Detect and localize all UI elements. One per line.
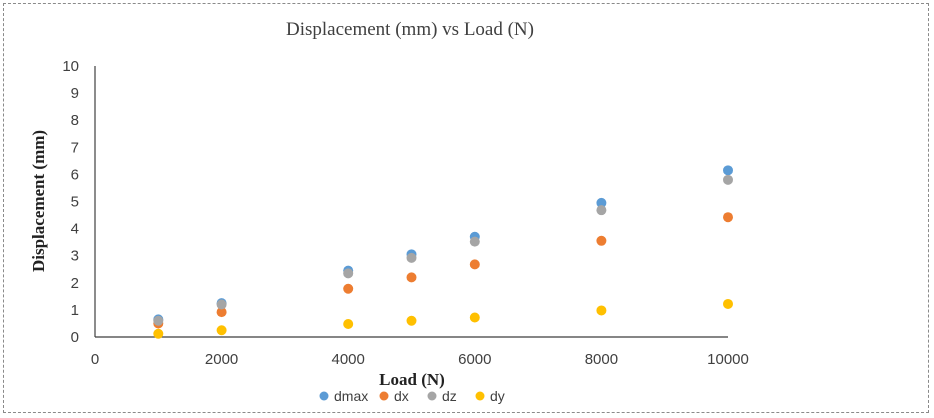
data-point-dy (406, 315, 417, 326)
legend-marker-dz (427, 391, 437, 401)
x-axis-title: Load (N) (379, 370, 445, 389)
y-tick-label: 9 (71, 85, 79, 102)
legend-label-dy: dy (490, 388, 505, 404)
y-tick-label: 0 (71, 329, 79, 346)
data-point-dmax (596, 197, 607, 208)
y-tick-label: 2 (71, 275, 79, 292)
y-tick-label: 5 (71, 194, 79, 211)
data-point-dz (153, 315, 164, 326)
y-tick-label: 3 (71, 248, 79, 265)
x-tick-label: 8000 (585, 351, 618, 368)
x-tick-label: 10000 (707, 351, 749, 368)
x-tick-label: 6000 (458, 351, 491, 368)
data-point-dy (216, 325, 227, 336)
legend-marker-dmax (319, 391, 329, 401)
data-point-dz (216, 299, 227, 310)
y-tick-label: 6 (71, 166, 79, 183)
y-tick-label: 8 (71, 112, 79, 129)
y-tick-label: 10 (62, 58, 79, 75)
x-tick-label: 2000 (205, 351, 238, 368)
data-point-dy (596, 305, 607, 316)
data-point-dy (469, 312, 480, 323)
x-tick-labels: 0 2000 4000 6000 8000 10000 (91, 351, 749, 368)
data-points (153, 165, 733, 339)
legend: dmax dx dz dy (319, 388, 505, 404)
legend-marker-dy (475, 391, 485, 401)
chart-frame (3, 3, 929, 413)
data-point-dx (216, 307, 227, 318)
data-point-dz (406, 252, 417, 263)
data-point-dmax (723, 165, 733, 176)
data-point-dx (723, 212, 733, 223)
data-point-dx (469, 259, 480, 270)
data-point-dy (153, 328, 164, 339)
chart-title: Displacement (mm) vs Load (N) (286, 19, 534, 40)
y-tick-label: 4 (71, 221, 79, 238)
y-axis-title: Displacement (mm) (29, 130, 48, 272)
y-tick-label: 1 (71, 302, 79, 319)
data-point-dz (596, 205, 607, 216)
y-tick-labels: 0 1 2 3 4 5 6 7 8 9 10 (62, 58, 79, 346)
x-tick-label: 4000 (332, 351, 365, 368)
x-tick-label: 0 (91, 351, 99, 368)
legend-label-dmax: dmax (334, 388, 368, 404)
y-tick-label: 7 (71, 139, 79, 156)
data-point-dx (343, 283, 354, 294)
data-point-dz (469, 236, 480, 247)
data-point-dz (343, 268, 354, 279)
legend-label-dx: dx (394, 388, 409, 404)
legend-marker-dx (379, 391, 389, 401)
legend-label-dz: dz (442, 388, 457, 404)
data-point-dy (343, 318, 354, 329)
data-point-dz (723, 174, 733, 185)
data-point-dy (723, 298, 733, 309)
data-point-dx (406, 272, 417, 283)
data-point-dx (596, 235, 607, 246)
